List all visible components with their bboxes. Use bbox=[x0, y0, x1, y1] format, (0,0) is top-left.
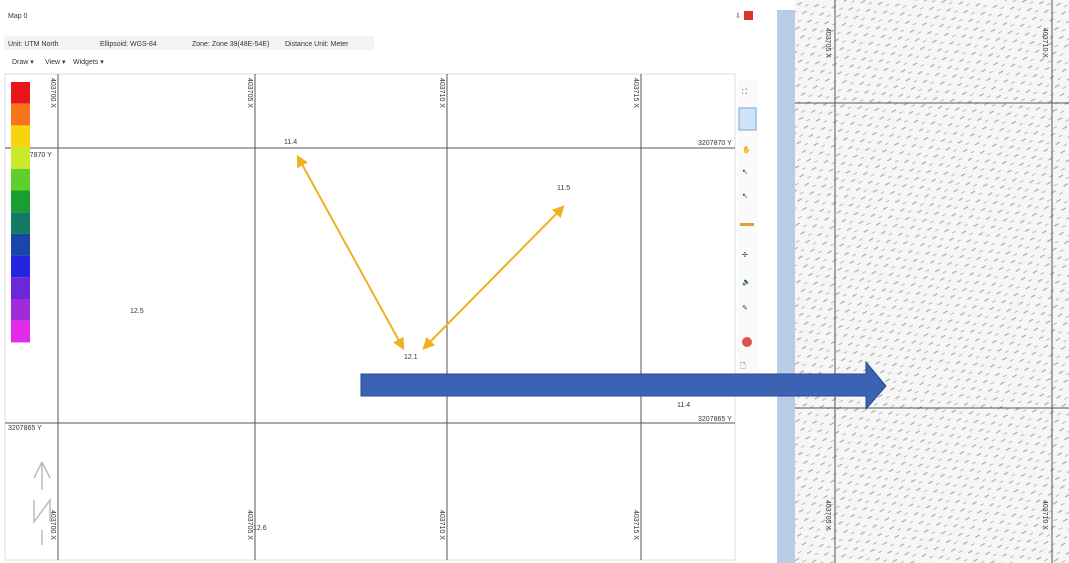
x-label: 403705 X bbox=[824, 500, 831, 530]
legend-swatch bbox=[11, 212, 30, 234]
legend-swatch bbox=[11, 234, 30, 256]
tool-zoom-extent[interactable]: ⛶ bbox=[742, 88, 747, 96]
legend-swatch bbox=[11, 147, 30, 169]
menu-item[interactable]: View ▾ bbox=[45, 59, 66, 66]
y-label: 3207870 Y bbox=[698, 140, 732, 147]
header-info: Distance Unit: Meter bbox=[285, 41, 349, 48]
legend-swatch bbox=[11, 191, 30, 213]
x-label: 403710 X bbox=[1041, 500, 1048, 530]
x-label: 403705 X bbox=[246, 78, 253, 108]
legend-swatch bbox=[11, 169, 30, 191]
point-label: 11.5 bbox=[557, 185, 570, 192]
tool-pan[interactable]: ✋ bbox=[742, 145, 751, 154]
zoomed-image bbox=[795, 0, 1069, 563]
pin-button[interactable]: ⇩ bbox=[735, 12, 741, 20]
point-label: 12.6 bbox=[253, 525, 267, 532]
tool-pointer[interactable]: ↖ bbox=[742, 193, 748, 200]
legend-swatch bbox=[11, 82, 30, 104]
tool-line[interactable] bbox=[740, 223, 754, 226]
legend-swatch bbox=[11, 277, 30, 299]
window-title: Map 0 bbox=[8, 13, 28, 20]
x-label: 403715 X bbox=[632, 78, 639, 108]
tool-zoom[interactable] bbox=[739, 108, 756, 130]
x-label: 403705 X bbox=[824, 28, 831, 58]
legend-swatch bbox=[11, 125, 30, 147]
toolbar: ⛶ ✋ ↖ ↖ ✢ 🔈 ✎ 🗋 bbox=[737, 80, 759, 380]
point-label: 12.5 bbox=[130, 308, 144, 315]
tool-export[interactable]: 🗋 bbox=[740, 362, 746, 370]
tool-point[interactable]: ✢ bbox=[742, 251, 748, 259]
tool-record[interactable] bbox=[742, 337, 752, 347]
x-label: 403700 X bbox=[49, 78, 56, 108]
point-label: 11.4 bbox=[677, 402, 690, 409]
legend-swatch bbox=[11, 256, 30, 278]
menu-item[interactable]: Widgets ▾ bbox=[73, 59, 104, 66]
tool-select[interactable]: ↖ bbox=[742, 169, 748, 176]
x-label: 403710 X bbox=[438, 78, 445, 108]
legend-swatch bbox=[11, 321, 30, 343]
x-label: 403715 X bbox=[632, 510, 639, 540]
map-canvas[interactable] bbox=[5, 74, 735, 560]
divider bbox=[777, 10, 795, 563]
y-label: 3207865 Y bbox=[698, 416, 732, 423]
close-button[interactable] bbox=[744, 11, 753, 20]
y-label: 3207865 Y bbox=[8, 425, 42, 432]
color-legend bbox=[11, 82, 30, 342]
point-label: 12.1 bbox=[404, 354, 418, 361]
header-info: Ellipsoid: WGS-84 bbox=[100, 41, 157, 48]
menu-item[interactable]: Draw ▾ bbox=[12, 59, 34, 66]
header-info: Unit: UTM North bbox=[8, 41, 59, 48]
point-label: 11.4 bbox=[284, 139, 297, 146]
header-info: Zone: Zone 39(48E-54E) bbox=[192, 41, 269, 48]
tool-paint[interactable]: ✎ bbox=[742, 305, 748, 312]
tool-sound[interactable]: 🔈 bbox=[742, 278, 751, 286]
legend-swatch bbox=[11, 299, 30, 321]
legend-swatch bbox=[11, 104, 30, 126]
screen: Map 0 ⇩ Unit: UTM North Ellipsoid: WGS-8… bbox=[0, 0, 1069, 563]
x-label: 403710 X bbox=[1041, 28, 1048, 58]
x-label: 403710 X bbox=[438, 510, 445, 540]
